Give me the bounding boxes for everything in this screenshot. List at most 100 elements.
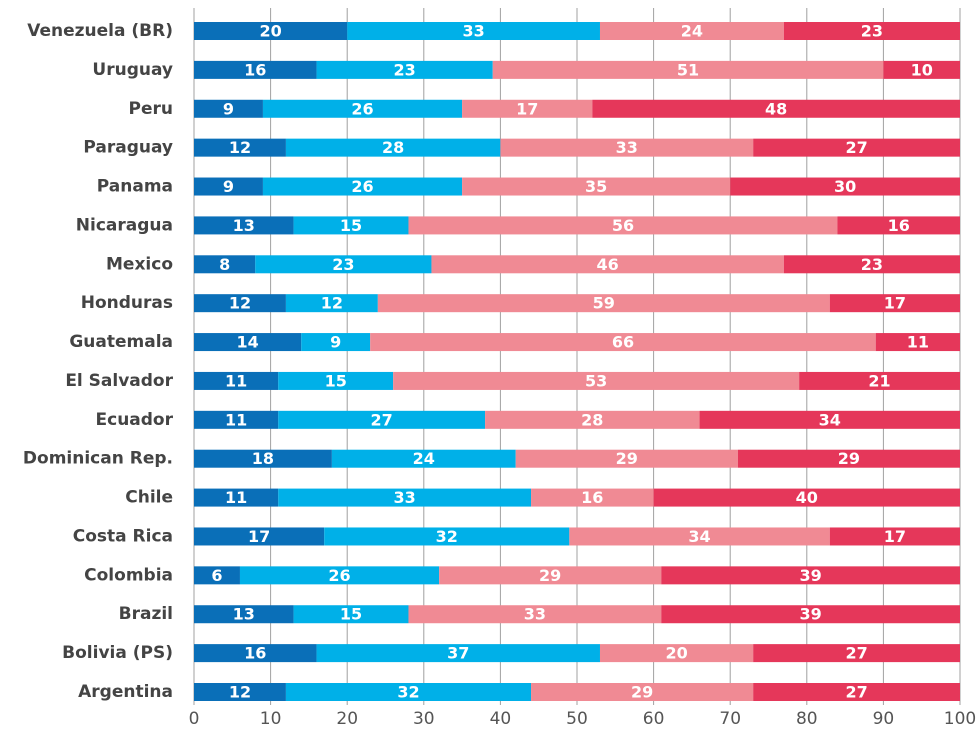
bar-segment (829, 294, 960, 313)
data-label: 56 (612, 216, 634, 235)
y-tick-label: El Salvador (65, 371, 173, 391)
y-tick-label: Guatemala (69, 332, 173, 352)
bar-segment (285, 683, 532, 701)
y-tick-label: Paraguay (83, 138, 173, 158)
bar-segment (439, 566, 662, 585)
bar-segment (875, 333, 960, 352)
data-label: 34 (819, 410, 841, 429)
data-label: 27 (845, 683, 867, 702)
bar-segment (194, 527, 325, 546)
y-tick-label: Costa Rica (73, 526, 173, 546)
data-label: 9 (223, 177, 234, 196)
data-label: 40 (796, 488, 818, 507)
data-label: 11 (907, 333, 929, 352)
y-tick-label: Peru (129, 99, 173, 119)
bar-segment (285, 138, 501, 157)
bar-segment (194, 216, 294, 235)
data-label: 33 (394, 488, 416, 507)
bar-segment (408, 605, 662, 624)
bar-segment (699, 410, 960, 429)
bar-segment (194, 255, 256, 274)
bar-segment (531, 683, 754, 701)
bar-segment (485, 410, 700, 429)
bar-segment (194, 644, 317, 663)
bar-segment (262, 177, 463, 196)
data-label: 27 (845, 644, 867, 663)
bar-segment (799, 371, 960, 390)
y-tick-label: Panama (97, 177, 173, 197)
data-label: 6 (211, 566, 222, 585)
bar-segment (194, 683, 286, 701)
data-label: 21 (868, 371, 890, 390)
y-tick-label: Bolivia (PS) (62, 643, 173, 663)
y-tick-label: Argentina (78, 682, 173, 702)
bar-segment (377, 294, 830, 313)
bar-segment (194, 449, 332, 468)
data-label: 30 (834, 177, 856, 196)
bar-segment (753, 138, 960, 157)
data-label: 20 (665, 644, 687, 663)
y-tick-label: Honduras (81, 293, 173, 313)
y-tick-label: Chile (125, 488, 173, 508)
bar-segment (278, 410, 486, 429)
x-tick-label: 30 (413, 709, 435, 729)
bar-segment (194, 605, 294, 624)
bar-segment (783, 255, 960, 274)
data-label: 23 (861, 22, 883, 41)
bar-segment (194, 177, 263, 196)
data-label: 23 (394, 60, 416, 79)
data-label: 29 (838, 449, 860, 468)
data-label: 15 (325, 371, 347, 390)
data-label: 23 (332, 255, 354, 274)
data-label: 27 (845, 138, 867, 157)
data-label: 29 (539, 566, 561, 585)
data-label: 18 (252, 449, 274, 468)
bar-segment (194, 333, 302, 352)
bar-segment (599, 22, 784, 40)
bar-segment (194, 488, 279, 507)
data-label: 10 (911, 60, 933, 79)
bar-segment (194, 566, 240, 585)
bar-segment (293, 605, 409, 624)
y-tick-label: Mexico (106, 254, 173, 274)
x-tick-label: 0 (189, 709, 200, 729)
bar-segment (753, 683, 960, 701)
data-label: 51 (677, 60, 699, 79)
data-label: 37 (447, 644, 469, 663)
bar-segment (829, 527, 960, 546)
data-label: 15 (340, 605, 362, 624)
data-label: 16 (244, 60, 266, 79)
data-label: 32 (397, 683, 419, 702)
y-tick-label: Venezuela (BR) (27, 21, 173, 41)
bar-segment (393, 371, 800, 390)
x-tick-label: 80 (796, 709, 818, 729)
data-label: 29 (616, 449, 638, 468)
data-label: 23 (861, 255, 883, 274)
x-tick-label: 10 (260, 709, 282, 729)
data-label: 8 (219, 255, 230, 274)
data-label: 9 (223, 99, 234, 118)
bar-segment (194, 60, 317, 79)
bar-segment (515, 449, 738, 468)
bar-segment (194, 138, 286, 157)
bar-segment (462, 99, 593, 118)
data-label: 16 (244, 644, 266, 663)
data-label: 33 (462, 22, 484, 41)
bar-segment (293, 216, 409, 235)
bar-segment (730, 177, 960, 196)
y-tick-label: Uruguay (92, 60, 173, 80)
data-label: 35 (585, 177, 607, 196)
data-label: 17 (248, 527, 270, 546)
bar-segment (492, 60, 884, 79)
data-label: 16 (888, 216, 910, 235)
data-label: 32 (436, 527, 458, 546)
data-label: 12 (321, 294, 343, 313)
data-label: 39 (799, 605, 821, 624)
bar-segment (278, 488, 532, 507)
data-label: 15 (340, 216, 362, 235)
data-label: 17 (516, 99, 538, 118)
bar-segment (531, 488, 654, 507)
data-label: 20 (259, 22, 281, 41)
x-tick-label: 40 (490, 709, 512, 729)
x-tick-label: 100 (944, 709, 976, 729)
